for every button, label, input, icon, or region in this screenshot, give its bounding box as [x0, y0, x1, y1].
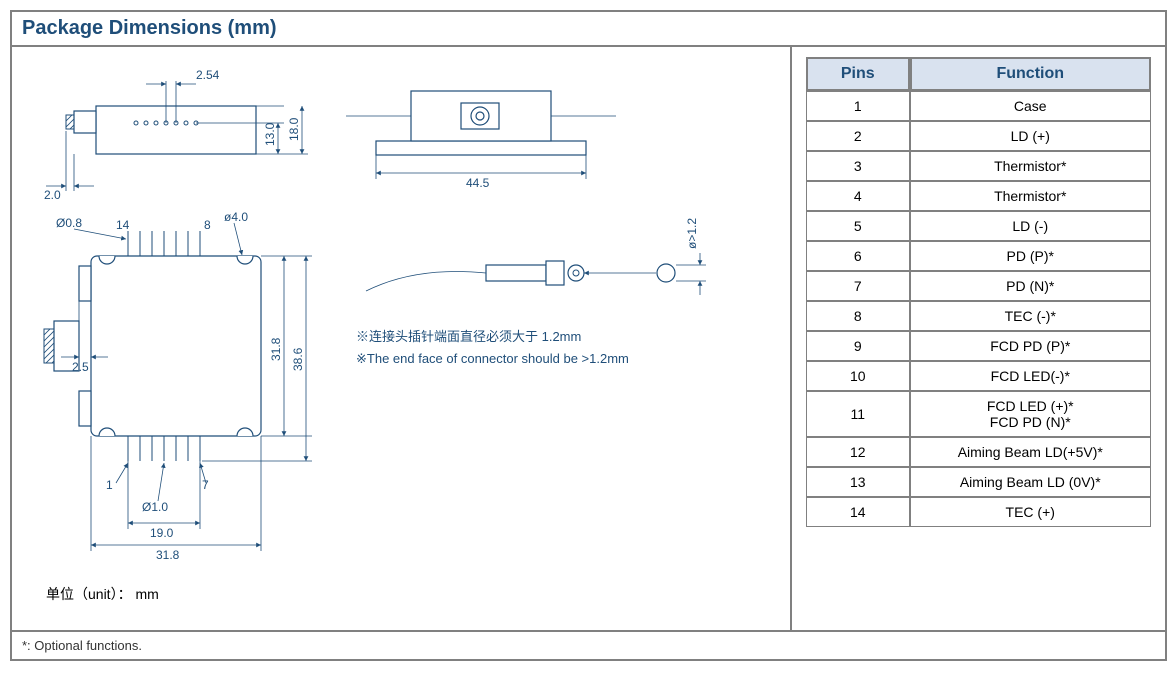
- table-row: 11FCD LED (+)*FCD PD (N)*: [806, 391, 1151, 437]
- footnote: *: Optional functions.: [12, 630, 1165, 659]
- mechanical-drawing: 2.54 13.0 18.0 2.0: [16, 51, 786, 626]
- cell-func: Thermistor*: [910, 181, 1152, 211]
- pin-table: Pins Function 1Case2LD (+)3Thermistor*4T…: [806, 57, 1151, 527]
- cell-func: Thermistor*: [910, 151, 1152, 181]
- dim-side: 2.0: [44, 188, 61, 202]
- cell-func: PD (N)*: [910, 271, 1152, 301]
- table-row: 10FCD LED(-)*: [806, 361, 1151, 391]
- dim-h2: 18.0: [287, 117, 301, 141]
- table-row: 8TEC (-)*: [806, 301, 1151, 331]
- section-title: Package Dimensions (mm): [12, 12, 1165, 47]
- lbl-pin8: 8: [204, 218, 211, 232]
- cell-pin: 3: [806, 151, 910, 181]
- table-row: 14TEC (+): [806, 497, 1151, 527]
- cell-func: FCD LED (+)*FCD PD (N)*: [910, 391, 1152, 437]
- front-view: 44.5: [346, 91, 616, 190]
- note-en: ※The end face of connector should be >1.…: [356, 351, 629, 366]
- table-row: 5LD (-): [806, 211, 1151, 241]
- cell-func: TEC (+): [910, 497, 1152, 527]
- connector-detail: ø>1.2: [366, 218, 706, 295]
- lbl-pin1: 1: [106, 478, 113, 492]
- table-row: 13Aiming Beam LD (0V)*: [806, 467, 1151, 497]
- table-row: 6PD (P)*: [806, 241, 1151, 271]
- dim-h1: 13.0: [263, 122, 277, 146]
- dim-roww: 19.0: [150, 526, 174, 540]
- cell-func: Aiming Beam LD(+5V)*: [910, 437, 1152, 467]
- cell-func: TEC (-)*: [910, 301, 1152, 331]
- table-row: 12Aiming Beam LD(+5V)*: [806, 437, 1151, 467]
- table-row: 7PD (N)*: [806, 271, 1151, 301]
- cell-pin: 9: [806, 331, 910, 361]
- cell-pin: 8: [806, 301, 910, 331]
- cell-pin: 2: [806, 121, 910, 151]
- cell-pin: 7: [806, 271, 910, 301]
- container: Package Dimensions (mm): [10, 10, 1167, 661]
- dim-bodyh: 31.8: [269, 337, 283, 361]
- cell-pin: 6: [806, 241, 910, 271]
- cell-pin: 14: [806, 497, 910, 527]
- cell-func: Case: [910, 91, 1152, 121]
- cell-func: LD (+): [910, 121, 1152, 151]
- drawing-area: 2.54 13.0 18.0 2.0: [12, 47, 792, 630]
- lbl-pin14: 14: [116, 218, 130, 232]
- cell-pin: 11: [806, 391, 910, 437]
- th-pins: Pins: [806, 57, 910, 91]
- table-row: 4Thermistor*: [806, 181, 1151, 211]
- cell-func: Aiming Beam LD (0V)*: [910, 467, 1152, 497]
- pinout-cell: Pins Function 1Case2LD (+)3Thermistor*4T…: [792, 47, 1165, 630]
- cell-pin: 1: [806, 91, 910, 121]
- side-view: 2.54 13.0 18.0 2.0: [44, 68, 308, 202]
- dim-dhole: ø4.0: [224, 210, 248, 224]
- note-cn: ※连接头插针端面直径必须大于 1.2mm: [356, 329, 581, 344]
- cell-func: FCD LED(-)*: [910, 361, 1152, 391]
- content-row: 2.54 13.0 18.0 2.0: [12, 47, 1165, 630]
- cell-func: FCD PD (P)*: [910, 331, 1152, 361]
- cell-pin: 10: [806, 361, 910, 391]
- dim-base: 44.5: [466, 176, 490, 190]
- dim-conn: ø>1.2: [685, 218, 699, 249]
- table-row: 1Case: [806, 91, 1151, 121]
- table-row: 2LD (+): [806, 121, 1151, 151]
- cell-func: PD (P)*: [910, 241, 1152, 271]
- dim-drow: Ø1.0: [142, 500, 168, 514]
- cell-pin: 12: [806, 437, 910, 467]
- cell-pin: 5: [806, 211, 910, 241]
- dim-ledge: 2.5: [72, 360, 89, 374]
- unit-label: 单位（unit）： mm: [46, 586, 159, 602]
- table-row: 3Thermistor*: [806, 151, 1151, 181]
- dim-pitch: 2.54: [196, 68, 220, 82]
- th-func: Function: [910, 57, 1152, 91]
- cell-pin: 13: [806, 467, 910, 497]
- dim-dpin: Ø0.8: [56, 216, 82, 230]
- dim-toth: 38.6: [291, 347, 305, 371]
- bottom-view: 14 8 1 7 Ø0.8 ø4.0: [44, 210, 312, 562]
- dim-totw: 31.8: [156, 548, 180, 562]
- cell-func: LD (-): [910, 211, 1152, 241]
- table-row: 9FCD PD (P)*: [806, 331, 1151, 361]
- cell-pin: 4: [806, 181, 910, 211]
